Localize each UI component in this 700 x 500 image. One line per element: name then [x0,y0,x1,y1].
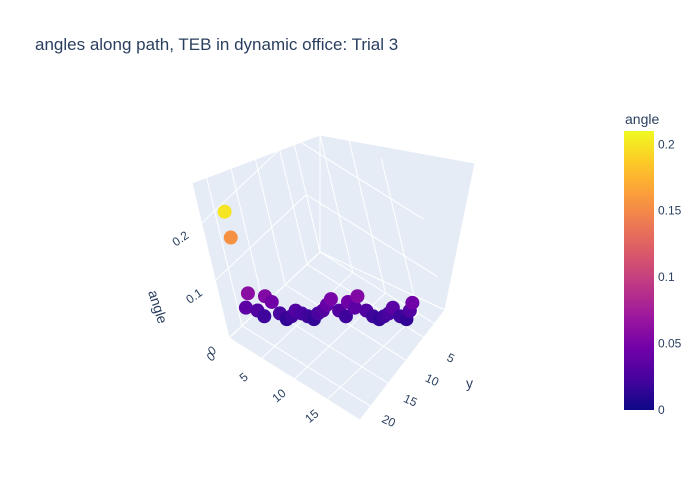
y-tick-label: 5 [445,350,457,366]
x-tick-label: 15 [302,406,321,426]
data-point [323,292,338,307]
grid-line-x [326,313,419,400]
data-point [223,230,238,245]
grid-line-x [228,251,321,339]
x-tick-label: 5 [237,370,251,385]
y-tick-label: 20 [380,412,398,430]
data-point [350,289,365,304]
data-point [338,309,353,324]
data-point [257,309,272,324]
grid-line-z [214,194,307,281]
data-point [264,294,279,309]
grid-line-y [306,263,439,347]
data-points [217,204,420,327]
grid-line-x [380,158,419,314]
data-point [238,300,253,315]
z-tick-label: 0.1 [183,285,205,306]
grid-line-y [226,150,265,306]
grid-line-y [247,129,286,285]
colorbar-tick-label: 0 [658,403,665,417]
grid-line-y [204,170,243,326]
x-tick-label: 10 [269,386,288,406]
colorbar-title: angle [625,111,659,127]
grid-line-x [282,96,321,253]
y-tick-label: 10 [423,371,441,389]
y-tick-label: 15 [401,391,419,409]
data-point [405,295,420,310]
colorbar-tick-label: 0.1 [658,270,675,284]
grid-line-x [315,117,354,273]
z-tick-label: 0.2 [170,228,192,249]
data-point [347,300,362,315]
colorbar [624,131,654,410]
chart-title: angles along path, TEB in dynamic office… [35,35,398,54]
colorbar-ticks: 0 0.05 0.1 0.15 0.2 [658,137,682,417]
grid-line-y [285,284,417,368]
data-point [217,204,232,219]
colorbar-tick-label: 0.2 [658,137,675,151]
3d-scene [191,96,476,421]
data-point [240,286,255,301]
grid-line-z [201,136,293,224]
grid-lines [201,96,452,409]
y-axis-label: y [466,375,473,391]
colorbar-tick-label: 0.15 [658,204,682,218]
grid-line-y [269,109,308,265]
grid-line-y [241,325,374,409]
grid-line-x [348,137,386,294]
z-axis-label: angle [145,288,171,326]
colorbar-tick-label: 0.05 [658,337,682,351]
